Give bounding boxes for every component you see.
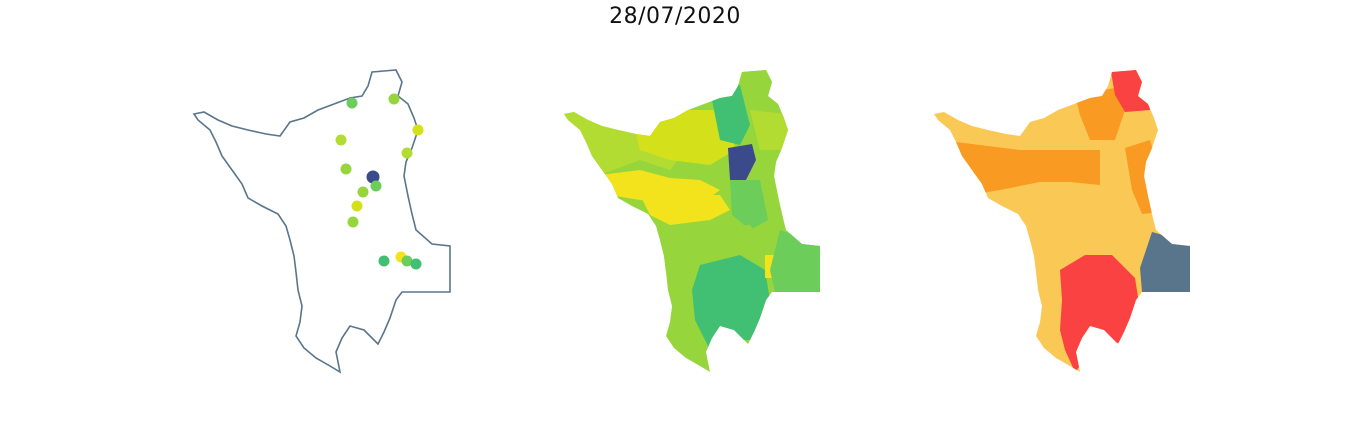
- station-1-marker: [346, 97, 358, 109]
- stations-layer: [335, 93, 424, 270]
- viridis-choropleth: [564, 70, 820, 372]
- station-7-marker: [366, 170, 380, 184]
- risk-choropleth: [934, 70, 1190, 372]
- station-15-marker: [410, 258, 422, 270]
- station-12-marker: [378, 255, 390, 267]
- stations-map: [193, 69, 451, 373]
- region-south-green: [692, 255, 770, 360]
- region-yellow-lower: [640, 195, 730, 225]
- region-center-green: [730, 180, 768, 230]
- region-east-box: [770, 230, 820, 292]
- region-northeast: [750, 110, 795, 150]
- station-9-marker: [357, 186, 369, 198]
- station-11-marker: [347, 216, 359, 228]
- state-outline: [193, 69, 451, 373]
- station-4-marker: [335, 134, 347, 146]
- station-5-marker: [401, 147, 413, 159]
- station-2-marker: [388, 93, 400, 105]
- station-8-marker: [370, 180, 382, 192]
- region-north-green: [710, 85, 750, 145]
- station-14-marker: [401, 255, 413, 267]
- risk-east-box: [1140, 232, 1190, 292]
- station-10-marker: [351, 200, 363, 212]
- risk-south-red: [1060, 255, 1140, 372]
- map-title: 28/07/2020: [609, 4, 741, 29]
- station-3-marker: [412, 124, 424, 136]
- station-6-marker: [340, 163, 352, 175]
- risk-north-band: [1075, 88, 1125, 140]
